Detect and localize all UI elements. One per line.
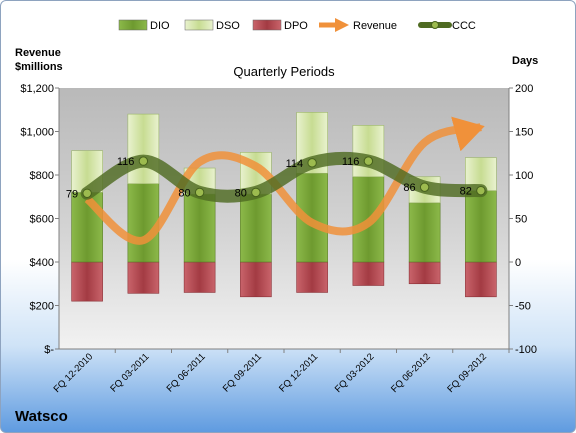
legend-ccc-marker bbox=[431, 21, 439, 29]
dpo-bar bbox=[296, 261, 328, 293]
ccc-point bbox=[138, 156, 149, 166]
dpo-bar bbox=[183, 261, 216, 293]
dio-bar bbox=[127, 183, 160, 263]
left-axis-tick-label: $800 bbox=[30, 170, 54, 182]
legend-label-ccc: CCC bbox=[452, 20, 476, 32]
dso-bar bbox=[127, 113, 160, 184]
dpo-bar bbox=[408, 261, 441, 285]
dpo-bar bbox=[240, 261, 272, 298]
company-name: Watsco bbox=[15, 408, 68, 425]
ccc-data-label: 79 bbox=[66, 188, 78, 200]
x-axis-tick-label: FQ 03-2011 bbox=[108, 351, 151, 394]
legend: DIO DSO DPO Revenue CCC bbox=[118, 18, 476, 32]
ccc-data-label: 82 bbox=[460, 186, 472, 198]
legend-swatch-dso bbox=[184, 19, 214, 31]
dpo-bar bbox=[352, 261, 385, 286]
legend-label-revenue: Revenue bbox=[353, 20, 397, 32]
left-axis-tick-label: $600 bbox=[30, 214, 54, 226]
dio-bar bbox=[465, 190, 497, 263]
right-axis-tick-label: 150 bbox=[515, 127, 533, 139]
ccc-point bbox=[82, 188, 92, 198]
dio-bar bbox=[408, 202, 441, 263]
right-axis-tick-label: -50 bbox=[515, 301, 531, 313]
legend-arrow-icon bbox=[335, 18, 349, 32]
x-axis-tick-label: FQ 12-2011 bbox=[277, 351, 320, 394]
right-axis-tick-label: 200 bbox=[515, 83, 533, 95]
x-axis-tick-label: FQ 06-2011 bbox=[165, 351, 208, 394]
dio-bar bbox=[183, 193, 216, 263]
dpo-bar bbox=[465, 261, 497, 298]
dpo-bar bbox=[71, 261, 103, 302]
chart-title: Quarterly Periods bbox=[233, 64, 335, 79]
ccc-data-label: 86 bbox=[403, 182, 415, 194]
right-axis-tick-label: 100 bbox=[515, 170, 533, 182]
x-axis-tick-label: FQ 09-2012 bbox=[445, 351, 489, 395]
revenue-line bbox=[84, 116, 485, 245]
legend-swatch-dio bbox=[118, 19, 148, 31]
x-axis-tick-label: FQ 06-2012 bbox=[389, 351, 433, 395]
right-axis-tick-label: 0 bbox=[515, 257, 521, 269]
x-axis-tick-label: FQ 03-2012 bbox=[333, 351, 377, 395]
left-axis-tick-label: $1,200 bbox=[20, 83, 54, 95]
ccc-data-label: 114 bbox=[286, 158, 304, 170]
left-axis-tick-label: $400 bbox=[30, 257, 54, 269]
plot-area bbox=[59, 88, 509, 349]
legend-label-dpo: DPO bbox=[284, 20, 308, 32]
ccc-point bbox=[307, 158, 317, 168]
right-axis-tick-label: -100 bbox=[515, 344, 537, 356]
ccc-point bbox=[363, 156, 374, 166]
legend-label-dso: DSO bbox=[216, 20, 240, 32]
ccc-point bbox=[194, 187, 205, 198]
left-axis-label-line1: Revenue bbox=[15, 47, 61, 59]
ccc-data-label: 80 bbox=[235, 187, 247, 199]
legend-swatch-dpo bbox=[252, 19, 282, 31]
left-axis-label-line2: $millions bbox=[15, 61, 63, 73]
ccc-point bbox=[251, 187, 261, 198]
revenue-layer bbox=[84, 116, 485, 245]
left-axis-tick-label: $1,000 bbox=[20, 127, 54, 139]
left-axis-tick-label: $200 bbox=[30, 301, 54, 313]
dio-bar bbox=[240, 193, 272, 263]
right-axis-tick-label: 50 bbox=[515, 214, 527, 226]
ccc-data-label: 116 bbox=[342, 156, 360, 168]
x-axis-tick-label: FQ 12-2010 bbox=[52, 351, 96, 395]
ccc-point bbox=[419, 182, 430, 192]
bars-layer bbox=[71, 112, 497, 302]
dpo-bar bbox=[127, 261, 160, 294]
ccc-data-label: 80 bbox=[178, 187, 190, 199]
ccc-point bbox=[476, 185, 486, 196]
x-axis-tick-label: FQ 09-2011 bbox=[221, 351, 264, 394]
ccc-layer: 79 116 80 80 114 116 86 82 bbox=[66, 151, 488, 203]
left-axis-tick-label: $- bbox=[44, 344, 54, 356]
right-axis-label: Days bbox=[512, 55, 538, 67]
legend-label-dio: DIO bbox=[150, 20, 170, 32]
ccc-data-label: 116 bbox=[117, 156, 135, 168]
